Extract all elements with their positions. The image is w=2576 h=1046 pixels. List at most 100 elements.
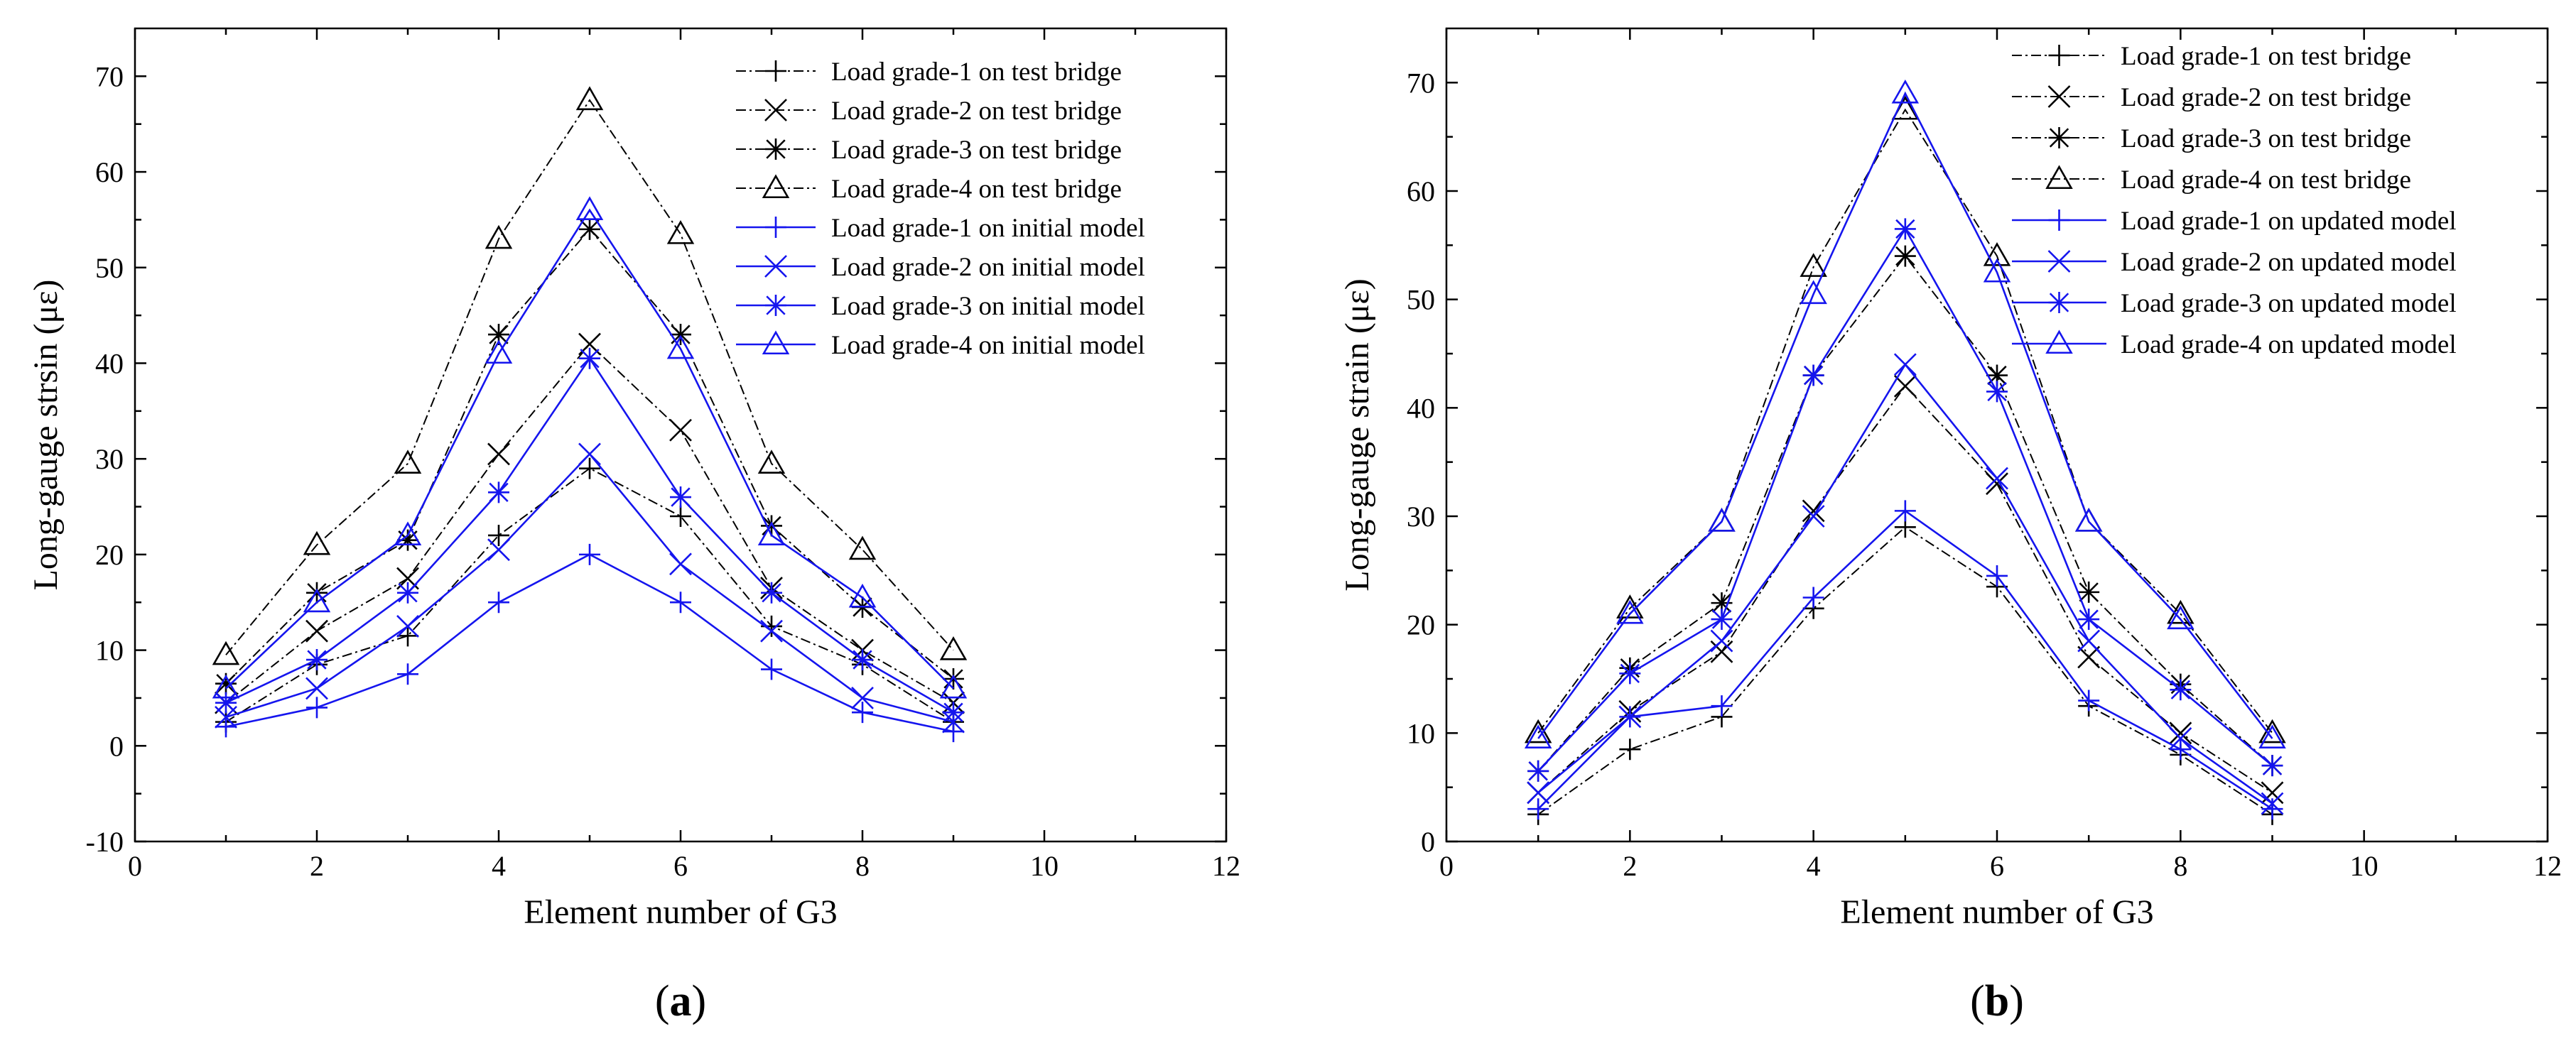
data-point-marker xyxy=(579,218,600,240)
series-line xyxy=(225,99,954,655)
data-point-marker xyxy=(670,324,691,346)
data-point-marker xyxy=(212,641,240,665)
data-point-marker xyxy=(1708,508,1736,532)
x-tick-label: 2 xyxy=(310,850,324,882)
data-point-marker xyxy=(2074,508,2103,532)
panel-label-letter: b xyxy=(1985,977,2009,1025)
legend-label: Load grade-1 on initial model xyxy=(831,214,1145,243)
data-point-marker xyxy=(2170,679,2192,701)
series-8 xyxy=(212,196,968,699)
data-point-marker xyxy=(669,552,692,576)
data-point-marker xyxy=(394,450,422,474)
series-line xyxy=(225,356,954,714)
legend-marker xyxy=(2047,250,2071,273)
legend-label: Load grade-3 on initial model xyxy=(831,292,1145,321)
series-2 xyxy=(215,332,965,714)
data-point-marker xyxy=(666,334,695,359)
data-point-marker xyxy=(2078,690,2100,712)
y-tick-label: 0 xyxy=(109,730,124,762)
data-point-marker xyxy=(943,721,964,743)
legend-marker xyxy=(765,217,786,238)
data-point-marker xyxy=(579,457,600,479)
panel-label-open: ( xyxy=(1970,977,1985,1025)
x-tick-label: 0 xyxy=(128,850,142,882)
data-point-marker xyxy=(397,663,418,685)
data-point-marker xyxy=(305,677,328,700)
data-point-marker xyxy=(1616,599,1644,624)
y-tick-label: 10 xyxy=(95,635,124,667)
data-point-marker xyxy=(575,86,604,111)
data-point-marker xyxy=(2261,755,2283,777)
legend-marker xyxy=(765,138,786,160)
legend-label: Load grade-2 on updated model xyxy=(2121,248,2457,277)
legend-marker xyxy=(762,330,790,355)
data-point-marker xyxy=(1618,705,1642,729)
data-point-marker xyxy=(848,535,877,560)
data-point-marker xyxy=(2078,581,2100,603)
data-point-marker xyxy=(394,521,422,545)
data-point-marker xyxy=(1986,467,2008,490)
x-tick-label: 0 xyxy=(1439,850,1454,882)
legend-marker xyxy=(765,295,786,316)
data-point-marker xyxy=(1986,565,2008,587)
y-tick-label: 50 xyxy=(1407,284,1435,316)
series-6 xyxy=(1527,353,2284,815)
data-point-marker xyxy=(1893,353,1917,376)
series-line xyxy=(225,467,954,723)
legend-marker xyxy=(2048,45,2070,66)
data-point-marker xyxy=(2258,719,2286,743)
x-tick-label: 12 xyxy=(2533,850,2562,882)
series-line xyxy=(1537,363,2273,805)
legend-marker xyxy=(764,255,787,278)
panel-label-letter: a xyxy=(670,977,692,1025)
data-point-marker xyxy=(848,583,877,608)
data-point-marker xyxy=(2261,792,2284,815)
legend-marker xyxy=(2047,85,2071,108)
data-point-marker xyxy=(578,442,601,466)
series-line xyxy=(1537,108,2273,734)
legend-label: Load grade-4 on initial model xyxy=(831,331,1145,360)
legend-marker xyxy=(2045,165,2073,190)
data-point-marker xyxy=(579,347,600,369)
x-tick-label: 4 xyxy=(492,850,506,882)
series-2 xyxy=(1527,374,2284,805)
x-axis-title: Element number of G3 xyxy=(524,893,837,931)
series-line xyxy=(1537,526,2273,815)
data-point-marker xyxy=(1527,798,1549,820)
data-point-marker xyxy=(2169,721,2192,745)
data-point-marker xyxy=(579,543,600,565)
data-point-marker xyxy=(212,674,240,699)
data-point-marker xyxy=(1527,781,1550,805)
data-point-marker xyxy=(1710,629,1733,653)
x-tick-label: 4 xyxy=(1807,850,1821,882)
data-point-marker xyxy=(1891,79,1920,104)
data-point-marker xyxy=(306,697,328,719)
data-point-marker xyxy=(669,418,692,442)
data-point-marker xyxy=(1802,505,1825,528)
y-axis-title: Long-gauge strain (με) xyxy=(1338,278,1376,591)
y-tick-label: 30 xyxy=(95,443,124,475)
data-point-marker xyxy=(943,668,964,690)
series-line xyxy=(225,208,954,690)
legend-label: Load grade-1 on test bridge xyxy=(831,58,1122,87)
data-point-marker xyxy=(1527,760,1549,782)
y-tick-label: -10 xyxy=(86,826,124,858)
y-tick-label: 40 xyxy=(1407,392,1435,424)
data-point-marker xyxy=(1986,381,2008,403)
legend-marker xyxy=(2048,209,2070,231)
series-line xyxy=(225,553,954,733)
y-tick-label: 70 xyxy=(95,60,124,92)
data-point-marker xyxy=(757,450,786,474)
data-point-marker xyxy=(1800,253,1827,277)
data-point-marker xyxy=(305,619,328,643)
data-point-marker xyxy=(943,702,964,724)
data-point-marker xyxy=(1711,609,1733,631)
y-tick-label: 60 xyxy=(1407,175,1435,207)
series-7 xyxy=(215,347,964,724)
series-3 xyxy=(215,218,964,694)
legend-label: Load grade-2 on test bridge xyxy=(831,97,1122,126)
y-tick-label: 10 xyxy=(1407,717,1435,749)
data-point-marker xyxy=(1802,364,1824,386)
